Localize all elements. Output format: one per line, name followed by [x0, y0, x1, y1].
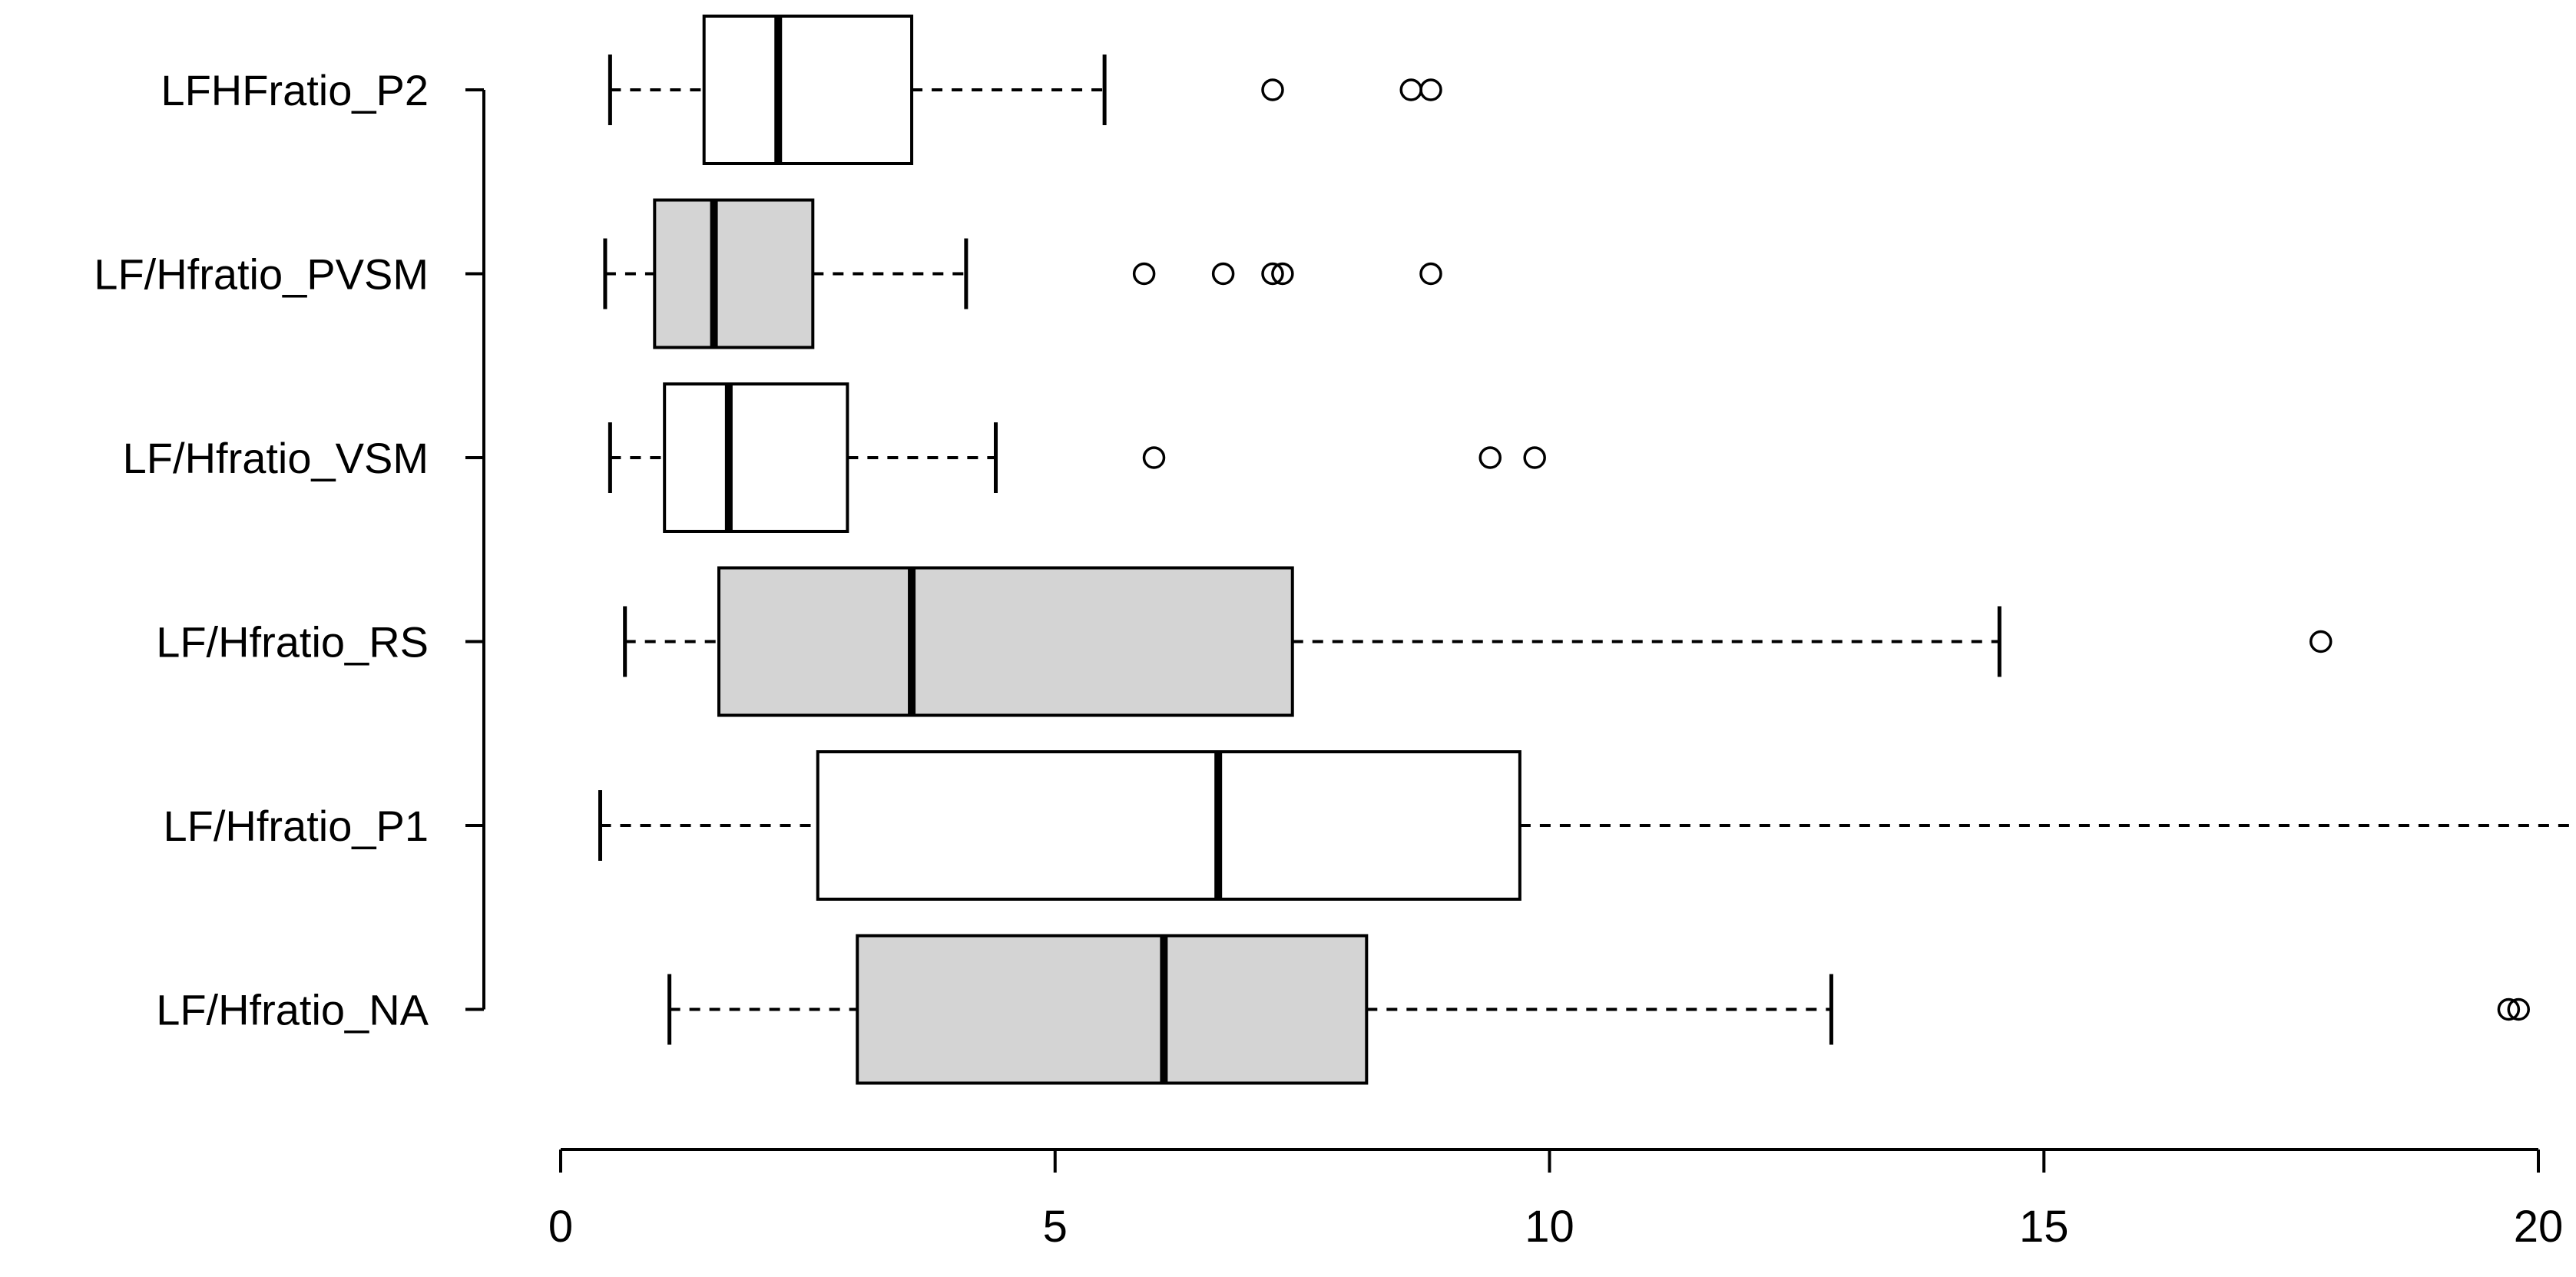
outlier-point	[1261, 262, 1284, 286]
outlier-point	[2507, 997, 2530, 1021]
iqr-box	[663, 382, 849, 533]
box-group	[598, 750, 2576, 901]
x-tick-label: 20	[2514, 1202, 2564, 1252]
outlier-point	[2497, 997, 2521, 1021]
iqr-box	[702, 15, 914, 165]
x-tick-label: 15	[2019, 1202, 2069, 1252]
box-group	[623, 566, 2333, 717]
outlier-point	[1271, 262, 1294, 286]
y-tick-label: LF/Hfratio_VSM	[123, 434, 429, 482]
y-tick-label: LF/Hfratio_PVSM	[94, 250, 429, 299]
iqr-box	[653, 198, 815, 349]
iqr-box	[856, 934, 1369, 1085]
box-group	[603, 198, 1442, 349]
outlier-point	[1211, 262, 1235, 286]
outlier-point	[1132, 262, 1156, 286]
y-tick-label: LF/Hfratio_NA	[156, 986, 429, 1034]
plot-area	[598, 15, 2576, 1085]
outlier-point	[1261, 78, 1284, 101]
box-group	[667, 934, 2530, 1085]
outlier-point	[1142, 446, 1166, 469]
x-tick-label: 10	[1525, 1202, 1574, 1252]
y-tick-label: LFHFratio_P2	[161, 66, 429, 114]
x-axis: 0 5 10 15 20	[548, 1148, 2564, 1252]
box-group	[608, 382, 1546, 533]
outlier-point	[1419, 262, 1442, 286]
y-tick-label: LF/Hfratio_RS	[156, 618, 429, 667]
x-tick-label: 0	[548, 1202, 573, 1252]
outlier-point	[1399, 78, 1422, 101]
x-tick-label: 5	[1043, 1202, 1068, 1252]
outlier-point	[2309, 630, 2333, 653]
box-group	[608, 15, 1442, 165]
y-axis: LFHFratio_P2 LF/Hfratio_PVSM LF/Hfratio_VS…	[94, 66, 485, 1034]
outlier-point	[1523, 446, 1546, 469]
iqr-box	[816, 750, 1521, 901]
outlier-point	[1478, 446, 1502, 469]
iqr-box	[717, 566, 1294, 717]
y-tick-label: LF/Hfratio_P1	[164, 802, 429, 850]
outlier-point	[1419, 78, 1442, 101]
